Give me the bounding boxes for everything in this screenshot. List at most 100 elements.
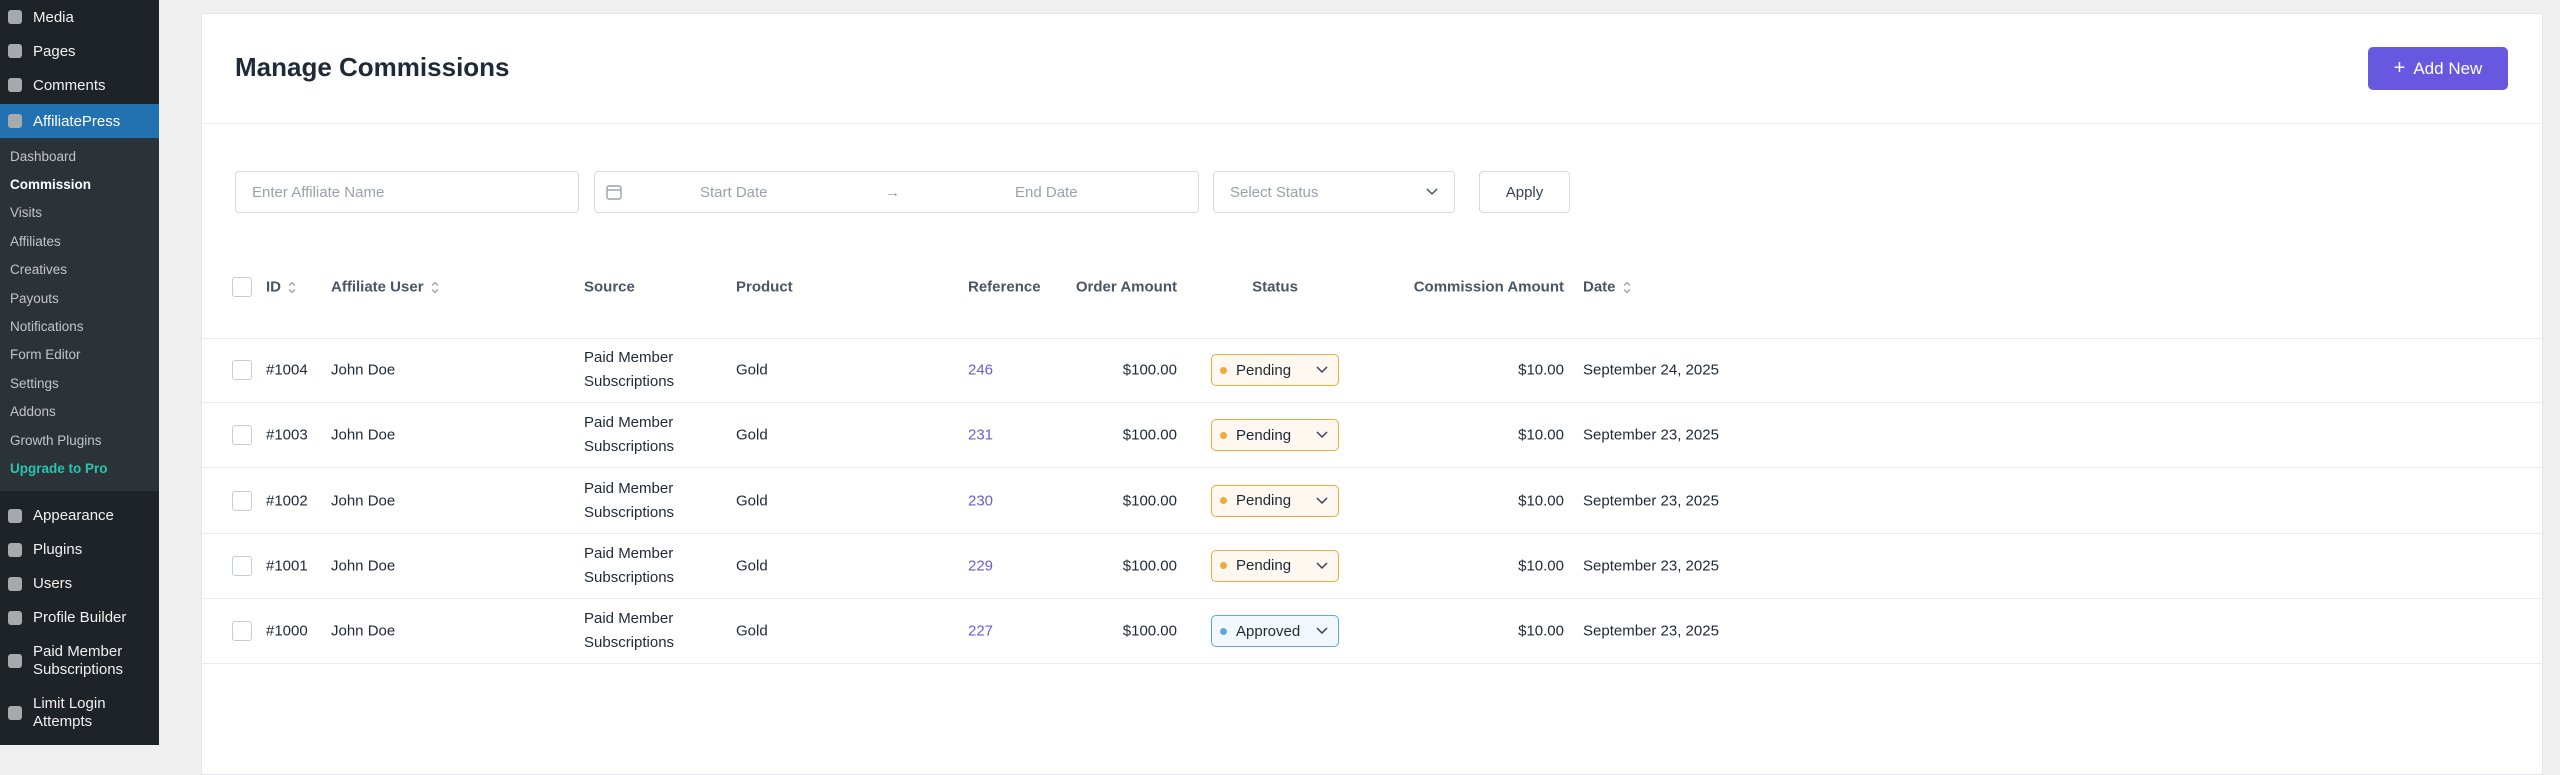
submenu-item[interactable]: Form Editor (10, 347, 81, 363)
product: Gold (736, 426, 768, 444)
date: September 23, 2025 (1583, 557, 1719, 575)
sort-icon[interactable] (1622, 281, 1632, 295)
source: Paid Member Subscriptions (584, 479, 675, 521)
status-badge[interactable]: Approved (1211, 615, 1339, 648)
column-header: Reference (968, 278, 1041, 296)
menu-icon (8, 10, 22, 24)
status-dot (1220, 562, 1227, 570)
affiliate-user: John Doe (331, 492, 396, 510)
product: Gold (736, 361, 768, 379)
menu-item[interactable]: Limit Login Attempts (0, 687, 159, 739)
affiliate-user: John Doe (331, 622, 396, 640)
chevron (1316, 431, 1328, 439)
status-select[interactable]: Select Status (1213, 171, 1455, 213)
status-label: Pending (1236, 361, 1292, 379)
product: Gold (736, 557, 768, 575)
column-header[interactable]: Affiliate User (331, 279, 440, 296)
commission-amount: $10.00 (1518, 361, 1564, 379)
placeholder: Enter Affiliate Name (252, 183, 385, 201)
row-checkbox[interactable] (232, 360, 252, 380)
status-dot (1220, 431, 1227, 439)
column-header: Order Amount (1075, 278, 1177, 296)
menu-item[interactable]: Users (0, 567, 159, 601)
row-checkbox[interactable] (232, 490, 252, 511)
menu-label: Appearance (33, 507, 114, 525)
submenu-item[interactable]: Commission (10, 177, 92, 193)
page-header: Manage Commissions + Add New (202, 14, 2542, 124)
menu-item[interactable]: Paid Member Subscriptions (0, 635, 159, 687)
submenu-item[interactable]: Notifications (10, 319, 84, 335)
menu-item[interactable]: Appearance (0, 499, 159, 533)
column-header[interactable]: ID (266, 279, 297, 296)
submenu-item[interactable]: Dashboard (10, 148, 77, 164)
menu-icon (8, 576, 22, 591)
submenu-item[interactable]: Addons (10, 404, 56, 420)
row-divider (202, 467, 2542, 469)
reference-link[interactable]: 231 (968, 426, 994, 444)
id: #1004 (266, 361, 308, 379)
menu-item[interactable]: Comments (0, 68, 159, 102)
placeholder: Select Status (1230, 183, 1319, 201)
page-title: Manage Commissions (235, 52, 510, 82)
reference-link[interactable]: 229 (968, 557, 994, 575)
menu-item[interactable]: Media (0, 0, 159, 34)
column-header[interactable]: Date (1583, 279, 1632, 296)
source: Paid Member Subscriptions (584, 414, 675, 456)
select-all-checkbox[interactable] (232, 277, 252, 297)
date-range-input[interactable]: Start Date → End Date (594, 171, 1199, 213)
row-divider (202, 597, 2542, 599)
row-checkbox[interactable] (232, 621, 252, 642)
source: Paid Member Subscriptions (584, 349, 675, 390)
column-header: Commission Amount (1413, 278, 1564, 296)
status-label: Pending (1236, 492, 1292, 510)
submenu-item[interactable]: Payouts (10, 290, 59, 306)
menu-icon (8, 508, 22, 523)
affiliate-name-input[interactable]: Enter Affiliate Name (235, 171, 579, 213)
column-header: Product (736, 278, 793, 296)
status-badge[interactable]: Pending (1211, 354, 1339, 386)
row-checkbox[interactable] (232, 425, 252, 446)
date: September 23, 2025 (1583, 622, 1719, 640)
menu-item[interactable]: Pages (0, 34, 159, 68)
menu-label: Pages (33, 42, 76, 60)
order-amount: $100.00 (1122, 557, 1177, 575)
column-header: Source (584, 278, 635, 296)
row-divider (202, 663, 2542, 665)
order-amount: $100.00 (1122, 622, 1177, 640)
date: September 24, 2025 (1583, 361, 1719, 379)
date: September 23, 2025 (1583, 492, 1719, 510)
row-checkbox[interactable] (232, 555, 252, 576)
menu-item[interactable]: Profile Builder (0, 601, 159, 635)
reference-link[interactable]: 246 (968, 361, 994, 379)
spacer (0, 491, 159, 499)
submenu-item[interactable]: Affiliates (10, 233, 61, 249)
chevron (1316, 497, 1328, 504)
submenu-item[interactable]: Visits (10, 205, 43, 221)
chevron (1316, 366, 1328, 374)
status-badge[interactable]: Pending (1211, 419, 1339, 452)
reference-link[interactable]: 227 (968, 622, 994, 640)
menu-item[interactable]: AffiliatePress (0, 104, 159, 138)
status-badge[interactable]: Pending (1211, 549, 1339, 582)
reference-link[interactable]: 230 (968, 492, 994, 510)
menu-item[interactable]: Plugins (0, 533, 159, 567)
commission-amount: $10.00 (1518, 622, 1564, 640)
commission-amount: $10.00 (1518, 426, 1564, 444)
menu-label: Users (33, 575, 73, 593)
content-card: Manage Commissions + Add New Enter Affili… (201, 13, 2543, 775)
status-badge[interactable]: Pending (1211, 484, 1339, 517)
status-dot (1220, 497, 1227, 505)
apply-button[interactable]: Apply (1479, 171, 1570, 213)
submenu-item[interactable]: Growth Plugins (10, 432, 102, 448)
upgrade-link[interactable]: Upgrade to Pro (10, 460, 108, 476)
status-dot (1220, 627, 1227, 635)
sort-icon[interactable] (430, 281, 440, 295)
submenu: Dashboard Commission Visits Affiliates Creat… (0, 138, 159, 491)
product: Gold (736, 492, 768, 510)
sort-icon[interactable] (287, 281, 297, 295)
submenu-item[interactable]: Creatives (10, 262, 68, 278)
add-new-button[interactable]: + Add New (2368, 47, 2508, 90)
menu-label: Paid Member Subscriptions (33, 642, 124, 678)
menu-icon (8, 653, 22, 668)
submenu-item[interactable]: Settings (10, 375, 59, 391)
